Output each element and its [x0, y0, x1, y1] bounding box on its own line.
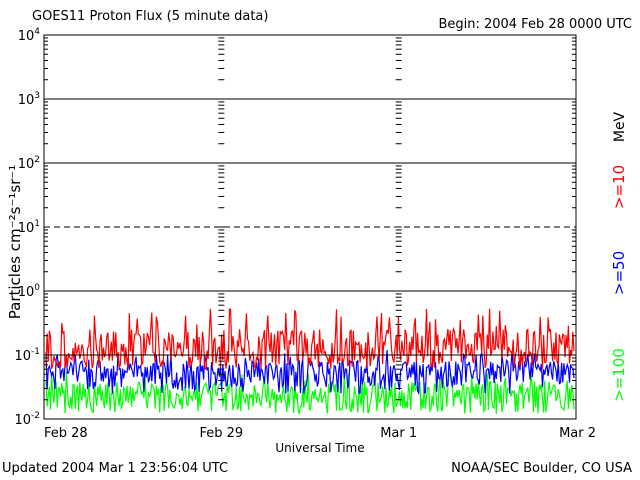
y-tick-label: 102 — [18, 155, 40, 172]
chart-title: GOES11 Proton Flux (5 minute data) — [32, 9, 269, 24]
series-line — [45, 371, 575, 414]
legend-label: >=10 — [610, 165, 628, 209]
y-tick-label: 101 — [18, 219, 40, 236]
x-tick-label: Feb 29 — [199, 426, 243, 441]
x-tick-label: Feb 28 — [44, 426, 88, 441]
credit: NOAA/SEC Boulder, CO USA — [451, 461, 632, 476]
unit-label: MeV — [612, 111, 628, 142]
x-tick-label: Mar 1 — [380, 426, 417, 441]
y-tick-label: 10-1 — [14, 347, 40, 364]
x-tick-labels: Feb 28 Feb 29 Mar 1 Mar 2 — [44, 426, 596, 441]
grid-layer — [44, 37, 576, 420]
series-line — [45, 308, 575, 370]
updated-timestamp: Updated 2004 Mar 1 23:56:04 UTC — [2, 461, 229, 476]
y-tick-labels: 10-2 10-1 100 101 102 103 104 — [14, 27, 40, 428]
y-tick-label: 103 — [18, 91, 40, 108]
x-tick-label: Mar 2 — [559, 426, 596, 441]
x-axis-label: Universal Time — [275, 441, 365, 455]
legend-label: >=50 — [610, 251, 628, 295]
y-tick-label: 10-2 — [14, 411, 40, 428]
series-layer — [45, 308, 575, 414]
y-tick-label: 104 — [18, 27, 41, 44]
y-tick-label: 100 — [18, 283, 41, 300]
y-axis-label: Particles cm⁻²s⁻¹sr⁻¹ — [6, 165, 24, 319]
begin-time: Begin: 2004 Feb 28 0000 UTC — [438, 17, 632, 32]
legend: >=10 >=50 >=100 MeV — [610, 111, 628, 401]
plot-frame — [43, 34, 577, 420]
legend-label: >=100 — [610, 348, 628, 402]
